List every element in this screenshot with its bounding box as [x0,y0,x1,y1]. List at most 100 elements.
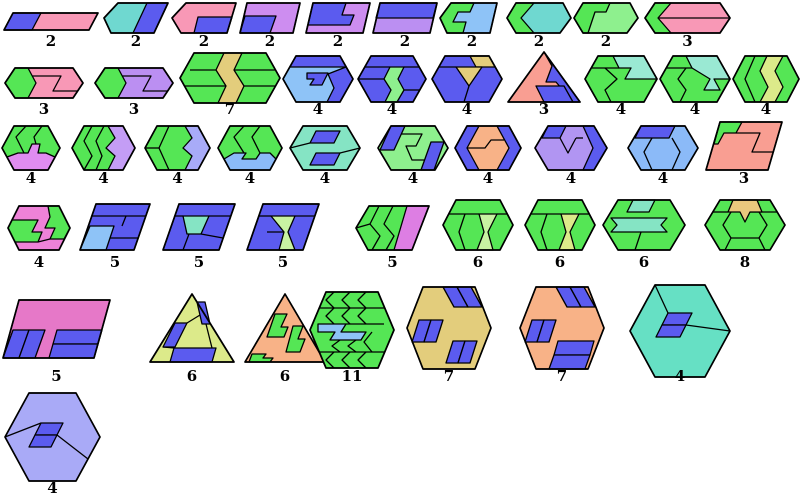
piece-count-label: 5 [277,253,289,271]
shape-outline [103,2,169,34]
piece-count-label: 2 [264,32,276,50]
piece-count-label: 5 [51,367,62,385]
tiling-shape-r1s7 [439,2,504,34]
tiling-shape-r5s4 [309,291,395,369]
shape-canvas [282,55,354,103]
shape-outline [305,2,371,34]
tile-piece [309,152,341,166]
piece-count-label: 4 [760,100,772,118]
piece-divider-line [604,67,618,103]
shape-canvas [406,286,492,370]
tile-piece [610,217,668,233]
shape-outline [162,203,236,251]
shape-outline [2,299,111,359]
shape-canvas [103,2,169,34]
tile-piece [536,319,557,343]
shape-outline [439,2,498,34]
tiling-shape-r1s8 [506,2,572,34]
piece-count-label: 4 [33,253,45,271]
shape-canvas [524,199,596,251]
piece-count-label: 4 [386,100,398,118]
shape-outline [7,205,71,251]
piece-divider-line [341,351,351,369]
shape-canvas [627,125,699,171]
shape-outline [519,286,605,370]
shape-outline [406,286,492,370]
shape-outline [355,205,430,251]
tiling-shape-r1s5 [305,2,371,34]
base-piece [524,199,596,251]
tile-piece [548,354,591,370]
tile-piece [727,199,763,223]
piece-divider-line [369,205,381,251]
piece-divider-line [654,284,669,314]
shape-outline [431,55,503,103]
shape-canvas [377,125,449,171]
shape-canvas [659,55,731,103]
shape-outline [79,203,151,251]
shape-outline [4,392,101,482]
shape-outline [573,2,639,34]
piece-count-label: 3 [738,169,750,187]
tiling-shape-r3s6 [377,125,449,171]
shape-outline [377,125,449,171]
shape-outline [534,125,608,171]
tiling-shape-r4s6 [442,199,514,251]
tiling-shape-r4s5 [355,205,430,251]
shape-outline [627,125,699,171]
shape-canvas [431,55,503,103]
piece-count-label: 2 [533,32,545,50]
piece-count-label: 2 [399,32,411,50]
shape-canvas [305,2,371,34]
shape-canvas [644,2,731,34]
piece-divider-line [186,314,201,324]
piece-divider-line [363,331,373,353]
piece-divider-line [467,139,504,149]
piece-divider-line [289,142,311,149]
shape-canvas [94,67,174,99]
shape-outline [644,2,731,34]
tiling-shape-r2s4 [282,55,354,103]
shape-outline [659,55,731,103]
shape-outline [144,125,211,171]
tiling-shape-r3s10 [705,121,783,171]
shape-canvas [439,2,498,34]
piece-count-label: 6 [279,367,291,385]
shape-canvas [507,51,581,103]
shape-outline [282,55,354,103]
shape-outline [507,51,581,103]
tile-piece [317,323,367,341]
piece-divider-line [33,125,43,145]
piece-divider-line [355,223,371,229]
piece-count-label: 7 [224,100,236,118]
tiling-shape-r2s3 [179,52,281,104]
shape-canvas [519,286,605,370]
piece-divider-line [736,132,773,153]
shape-canvas [357,55,427,103]
tiling-shape-r5s7 [629,284,731,378]
piece-count-label: 4 [312,100,324,118]
shape-outline [704,199,786,251]
shape-canvas [171,2,237,34]
tiling-shape-r3s9 [627,125,699,171]
piece-divider-line [325,351,335,369]
tile-piece [52,329,103,345]
tiling-shape-r5s5 [406,286,492,370]
shape-outline [149,293,235,363]
tile-piece [661,312,693,326]
tile-piece [162,322,188,348]
tile-piece [375,2,438,19]
tiling-shape-r2s2 [94,67,174,99]
shape-outline [3,12,99,31]
piece-count-label: 6 [554,253,566,271]
tiling-shape-r2s6 [431,55,503,103]
piece-divider-line [401,133,425,161]
tile-piece [655,324,687,338]
shape-outline [602,199,686,251]
piece-divider-line [357,291,367,309]
shape-canvas [705,121,783,171]
piece-count-label: 4 [674,367,686,385]
piece-divider-line [341,291,351,309]
shape-canvas [704,199,786,251]
piece-divider-line [383,205,395,251]
